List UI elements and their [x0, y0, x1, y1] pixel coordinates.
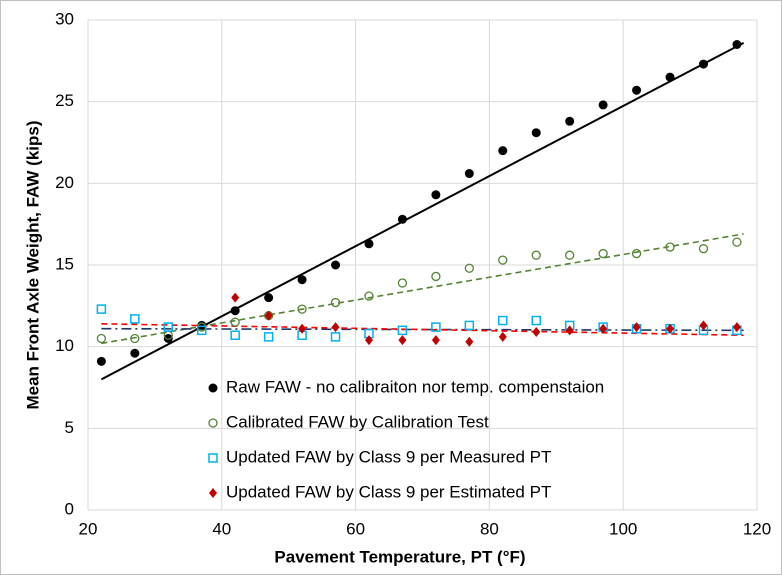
legend-marker: [208, 418, 218, 428]
y-tick-label: 15: [55, 254, 74, 273]
data-point: [599, 323, 608, 334]
data-point: [732, 322, 741, 333]
data-point: [665, 242, 675, 252]
data-point: [531, 315, 541, 326]
data-point: [397, 214, 407, 224]
data-point: [96, 304, 107, 314]
data-point: [598, 248, 608, 259]
x-tick-label: 60: [346, 519, 365, 538]
data-point: [565, 116, 575, 126]
data-point: [498, 331, 507, 342]
data-point: [431, 271, 441, 282]
x-tick-label: 80: [480, 519, 499, 538]
y-tick-label: 30: [55, 9, 74, 28]
legend-label: Updated FAW by Class 9 per Estimated PT: [226, 482, 551, 501]
data-point: [665, 72, 675, 82]
data-point: [330, 332, 341, 342]
data-point: [263, 332, 274, 342]
legend-marker: [209, 488, 217, 498]
x-tick-label: 20: [79, 519, 98, 538]
data-point: [531, 128, 541, 138]
x-axis-label: Pavement Temperature, PT (°F): [274, 547, 525, 566]
data-point: [464, 169, 474, 179]
data-point: [431, 335, 440, 346]
y-tick-label: 5: [65, 418, 74, 437]
data-point: [298, 323, 307, 334]
data-point: [331, 260, 341, 270]
data-point: [96, 333, 107, 344]
data-point: [565, 325, 574, 336]
data-point: [264, 293, 274, 303]
data-point: [532, 326, 541, 337]
data-point: [431, 190, 441, 200]
data-point: [631, 248, 642, 259]
data-point: [732, 40, 742, 49]
data-point: [230, 317, 240, 327]
data-point: [297, 275, 307, 285]
y-tick-label: 0: [65, 499, 74, 518]
data-point: [398, 335, 407, 346]
legend-label: Updated FAW by Class 9 per Measured PT: [226, 447, 551, 466]
data-point: [397, 278, 408, 288]
data-point: [498, 255, 508, 265]
data-point: [196, 325, 207, 336]
trend-line: [100, 41, 745, 381]
data-point: [331, 322, 340, 333]
y-axis-label: Mean Front Axle Weight, FAW (kips): [23, 120, 42, 409]
data-point: [465, 336, 474, 347]
data-point: [163, 334, 173, 343]
data-point: [666, 323, 675, 334]
data-point: [364, 291, 374, 301]
data-point: [96, 356, 106, 366]
data-point: [364, 239, 374, 249]
data-point: [431, 322, 441, 332]
trend-line: [101, 233, 744, 345]
data-point: [598, 100, 608, 110]
legend-marker: [208, 383, 218, 393]
y-tick-label: 25: [55, 91, 74, 110]
data-point: [732, 237, 742, 247]
data-point: [632, 322, 641, 333]
data-point: [230, 330, 240, 340]
x-tick-label: 100: [609, 519, 637, 538]
data-point: [130, 314, 140, 324]
data-point: [397, 325, 408, 336]
x-tick-label: 40: [212, 519, 231, 538]
data-point: [698, 244, 709, 254]
data-point: [632, 85, 642, 95]
data-point: [264, 310, 273, 321]
data-point: [699, 320, 708, 331]
data-point: [531, 250, 541, 260]
data-point: [498, 146, 508, 156]
data-point: [565, 250, 575, 260]
data-point: [330, 297, 341, 308]
data-point: [231, 292, 240, 303]
data-point: [498, 315, 508, 326]
x-tick-label: 120: [743, 519, 771, 538]
y-tick-label: 20: [55, 173, 74, 192]
data-point: [130, 333, 140, 344]
data-point: [698, 59, 708, 69]
data-point: [163, 322, 174, 332]
data-point: [364, 335, 373, 346]
data-point: [230, 306, 240, 316]
data-point: [130, 348, 140, 358]
y-tick-label: 10: [55, 336, 74, 355]
data-point: [297, 304, 307, 314]
legend-label: Calibrated FAW by Calibration Test: [226, 412, 489, 431]
legend-marker: [208, 453, 218, 463]
data-point: [464, 263, 474, 273]
legend-label: Raw FAW - no calibraiton nor temp. compe…: [226, 377, 604, 396]
data-point: [464, 320, 475, 331]
